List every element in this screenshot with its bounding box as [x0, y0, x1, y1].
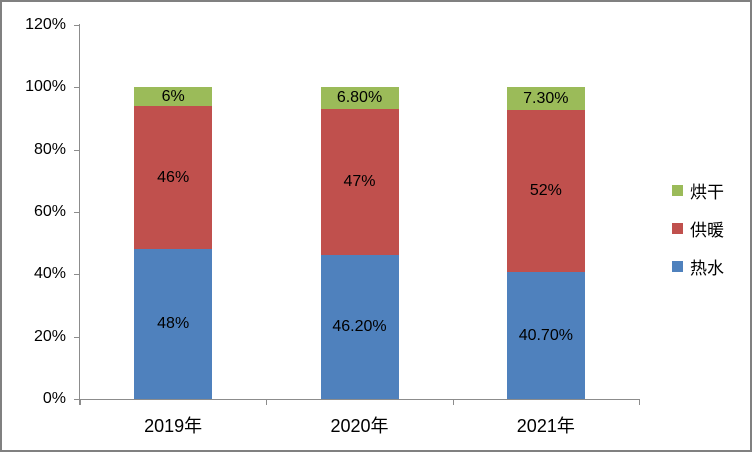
- bar-segment-label: 52%: [529, 182, 562, 200]
- bar-segment-label: 47%: [343, 172, 376, 190]
- y-axis-tick: [74, 274, 80, 276]
- y-axis-label: 0%: [42, 390, 66, 407]
- bar-segment: 6%: [134, 87, 213, 107]
- legend-item: 供暖: [672, 217, 724, 240]
- bar-segment: 46.20%: [320, 255, 399, 399]
- bar-segment-label: 46%: [157, 168, 190, 186]
- legend-label: 热水: [690, 258, 724, 278]
- y-axis-tick: [74, 399, 80, 400]
- y-axis-tick: [74, 212, 80, 213]
- bar-segment-label: 6.80%: [336, 88, 383, 106]
- legend-swatch-icon: [672, 222, 683, 234]
- legend-swatch-icon: [672, 260, 683, 272]
- y-axis-label: 20%: [33, 327, 66, 345]
- y-axis-tick: [74, 336, 80, 338]
- legend-item: 热水: [672, 255, 724, 278]
- y-axis-line: [79, 24, 80, 405]
- bar-segment: 52%: [506, 110, 585, 273]
- y-axis-tick: [74, 25, 80, 26]
- y-axis-tick: [74, 149, 80, 151]
- x-axis-line: [79, 399, 640, 400]
- y-axis-label: 120%: [25, 16, 66, 33]
- y-axis-label: 80%: [33, 140, 66, 158]
- bar-segment-label: 40.70%: [518, 326, 573, 344]
- x-axis-tick: [639, 399, 640, 405]
- x-axis-label: 2021年: [516, 416, 575, 436]
- bar-segment-label: 7.30%: [523, 89, 569, 107]
- bar-segment: 6.80%: [320, 87, 399, 109]
- bar-segment-label: 46.20%: [332, 317, 387, 335]
- legend-item: 烘干: [672, 179, 724, 202]
- bar-segment: 7.30%: [506, 87, 585, 111]
- legend-label: 烘干: [690, 182, 724, 202]
- x-axis-tick: [452, 399, 454, 405]
- x-axis-tick: [266, 399, 268, 405]
- legend-label: 供暖: [690, 220, 724, 240]
- legend: 烘干 供暖 热水: [672, 179, 724, 278]
- y-axis-tick: [74, 87, 80, 89]
- x-axis-tick: [80, 399, 81, 405]
- y-axis-label: 40%: [33, 265, 66, 283]
- bar-segment: 48%: [134, 249, 213, 399]
- y-axis-label: 60%: [33, 203, 66, 220]
- bar-segment: 46%: [134, 106, 213, 250]
- x-axis-label: 2020年: [330, 416, 389, 436]
- y-axis-label: 100%: [25, 78, 66, 96]
- bar-segment-label: 48%: [157, 315, 190, 333]
- bar-segment: 47%: [320, 108, 399, 255]
- x-axis-label: 2019年: [144, 416, 203, 436]
- bar-segment: 40.70%: [506, 272, 585, 399]
- bar-segment-label: 6%: [161, 87, 185, 105]
- legend-swatch-icon: [672, 184, 683, 196]
